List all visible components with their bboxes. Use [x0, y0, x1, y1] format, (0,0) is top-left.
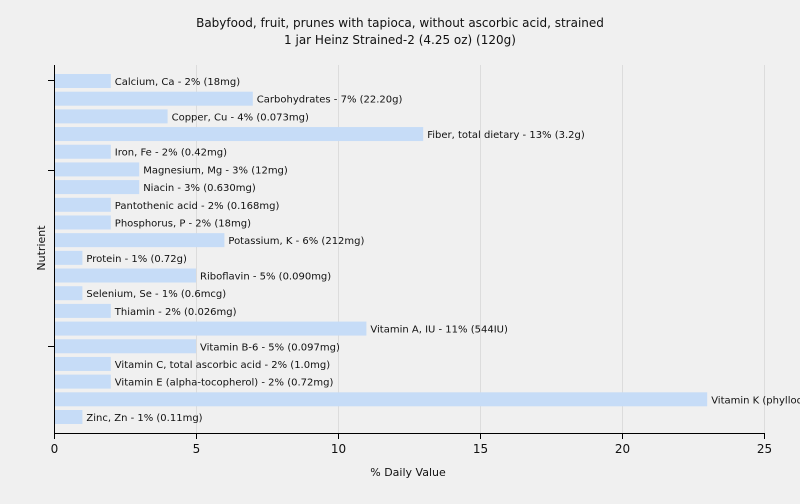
bar — [55, 197, 111, 212]
bar — [55, 303, 111, 318]
bar-label: Carbohydrates - 7% (22.20g) — [257, 95, 403, 106]
bar — [55, 250, 83, 265]
bar-label: Phosphorus, P - 2% (18mg) — [115, 218, 251, 229]
bar-label: Riboflavin - 5% (0.090mg) — [200, 272, 331, 283]
x-tick-label: 25 — [757, 442, 772, 456]
x-tick-label: 10 — [331, 442, 346, 456]
y-axis-label: Nutrient — [35, 225, 48, 271]
bar-label: Copper, Cu - 4% (0.073mg) — [172, 112, 309, 123]
bar — [55, 392, 708, 407]
bar — [55, 180, 140, 195]
x-tick-label: 5 — [193, 442, 201, 456]
bar-label: Zinc, Zn - 1% (0.11mg) — [86, 413, 202, 424]
axes: 0 5 10 15 20 25 — [48, 65, 772, 456]
bar-label: Thiamin - 2% (0.026mg) — [114, 307, 237, 318]
bar — [55, 374, 111, 389]
bar-label: Pantothenic acid - 2% (0.168mg) — [115, 201, 280, 212]
bar — [55, 109, 168, 124]
bar-label: Iron, Fe - 2% (0.42mg) — [115, 148, 227, 159]
bar-label: Vitamin E (alpha-tocopherol) - 2% (0.72m… — [115, 378, 334, 389]
bar-label: Potassium, K - 6% (212mg) — [228, 236, 364, 247]
bar — [55, 127, 424, 142]
bar — [55, 91, 253, 106]
bar-label: Niacin - 3% (0.630mg) — [143, 183, 256, 194]
bar-label: Vitamin B-6 - 5% (0.097mg) — [200, 342, 340, 353]
bar-label: Selenium, Se - 1% (0.6mcg) — [86, 289, 226, 300]
bar — [55, 215, 111, 230]
grid-lines — [196, 65, 765, 433]
bar — [55, 286, 83, 301]
bar-label: Fiber, total dietary - 13% (3.2g) — [427, 130, 585, 141]
bar — [55, 233, 225, 248]
bars: Calcium, Ca - 2% (18mg) Carbohydrates - 7… — [55, 74, 800, 424]
x-axis-label: % Daily Value — [370, 466, 446, 479]
bar — [55, 321, 367, 336]
bar-label: Magnesium, Mg - 3% (12mg) — [143, 165, 288, 176]
bar — [55, 144, 111, 159]
bar — [55, 74, 111, 88]
chart-subtitle: 1 jar Heinz Strained-2 (4.25 oz) (120g) — [284, 33, 516, 47]
bar — [55, 162, 140, 177]
bar — [55, 410, 83, 424]
bar-label: Calcium, Ca - 2% (18mg) — [115, 77, 240, 88]
bar-label: Vitamin A, IU - 11% (544IU) — [370, 325, 508, 336]
chart-title: Babyfood, fruit, prunes with tapioca, wi… — [196, 16, 604, 30]
bar-label: Protein - 1% (0.72g) — [86, 254, 187, 265]
bar — [55, 339, 196, 354]
x-tick-label: 0 — [51, 442, 59, 456]
bar-label: Vitamin C, total ascorbic acid - 2% (1.0… — [115, 360, 330, 371]
bar — [55, 356, 111, 371]
x-tick-label: 15 — [473, 442, 488, 456]
bar-label: Vitamin K (phylloquinone) - 23% (18.7mcg… — [711, 395, 800, 406]
x-tick-label: 20 — [615, 442, 630, 456]
bar — [55, 268, 196, 283]
